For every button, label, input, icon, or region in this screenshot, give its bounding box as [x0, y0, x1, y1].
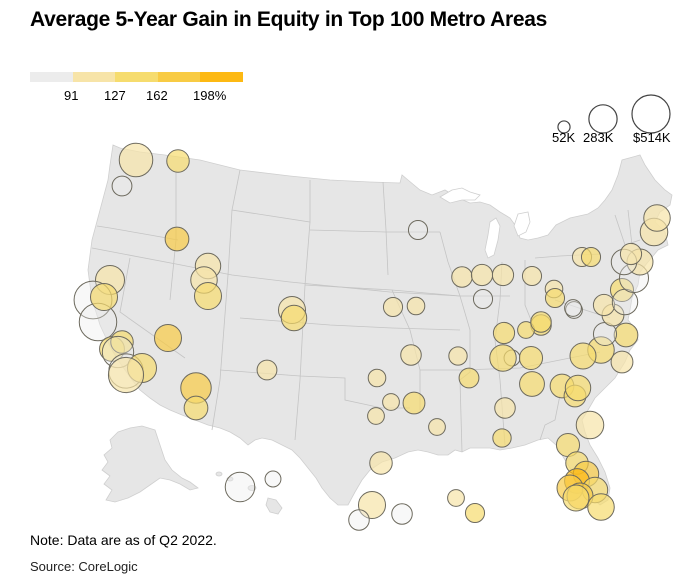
color-legend-label: 198% — [193, 88, 227, 103]
metro-bubble[interactable]: Charleston — [575, 410, 605, 440]
metro-bubble[interactable]: Tucson — [183, 395, 209, 421]
metro-bubble[interactable]: Dallas — [369, 451, 393, 475]
size-legend-circle-large — [631, 94, 671, 134]
metro-bubble[interactable]: Chicago South — [472, 288, 494, 310]
metro-bubble[interactable]: Portland ME — [643, 204, 671, 232]
size-legend-label: 283K — [583, 130, 614, 145]
metro-bubble[interactable]: Madison — [451, 266, 473, 288]
metro-bubble[interactable]: Kansas City — [400, 344, 422, 366]
metro-bubble[interactable]: Toledo — [544, 287, 566, 309]
metro-bubble[interactable]: Indianapolis — [492, 321, 516, 345]
metro-bubble[interactable]: Baton Rouge — [447, 489, 465, 507]
metro-bubble[interactable]: Omaha — [382, 296, 404, 318]
metro-bubble[interactable]: Philadelphia — [611, 288, 639, 316]
color-legend-bar — [30, 72, 243, 82]
chart-source: Source: CoreLogic — [30, 559, 138, 574]
color-legend-segment — [115, 72, 158, 82]
metro-bubble[interactable]: Boise — [164, 226, 190, 252]
lake-michigan — [484, 217, 501, 259]
metro-bubble[interactable]: Albuquerque — [256, 359, 278, 381]
metro-bubble[interactable]: Spokane — [166, 149, 190, 173]
alaska-shape — [101, 425, 199, 503]
chart-note: Note: Data are as of Q2 2022. — [30, 532, 217, 548]
color-legend-segment — [157, 72, 200, 82]
lake-superior — [439, 187, 481, 204]
metro-bubble[interactable]: Atlanta — [519, 371, 545, 397]
hawaii-big-island — [265, 497, 283, 515]
metro-bubble[interactable]: Birmingham — [494, 397, 516, 419]
metro-bubble[interactable]: San Antonio — [348, 509, 370, 531]
color-legend-label: 127 — [104, 88, 126, 103]
metro-bubble[interactable]: Albany — [619, 242, 643, 266]
metro-bubble[interactable]: Charlotte — [564, 374, 592, 402]
size-legend-circle-small — [557, 120, 571, 134]
metro-bubble[interactable]: Pittsburgh — [564, 299, 582, 317]
metro-bubble[interactable]: Seattle — [118, 142, 154, 178]
metro-bubble[interactable]: Oklahoma City — [367, 407, 385, 425]
metro-bubble[interactable]: Chicago — [491, 263, 515, 287]
metro-bubble[interactable]: St. Louis — [448, 346, 468, 366]
metro-bubble[interactable]: Cape Coral — [562, 484, 590, 512]
metro-bubble[interactable]: Las Vegas — [153, 323, 183, 353]
metro-bubble[interactable]: Provo — [193, 281, 223, 311]
metro-bubble[interactable]: Miami — [587, 493, 615, 521]
metro-bubble[interactable]: NW Arkansas — [402, 391, 426, 415]
metro-bubble[interactable]: Portland — [111, 175, 133, 197]
size-legend-circle-medium — [588, 104, 618, 134]
metro-bubble[interactable]: Honolulu — [224, 471, 256, 503]
metro-bubble[interactable]: Tulsa — [382, 393, 400, 411]
hawaii-island — [215, 471, 223, 477]
metro-bubble[interactable]: Stockton — [89, 282, 119, 312]
metro-bubble[interactable]: Greensboro — [569, 342, 597, 370]
metro-bubble[interactable]: Milwaukee — [470, 263, 494, 287]
metro-bubble[interactable]: Des Moines — [406, 296, 426, 316]
color-legend-label: 91 — [64, 88, 79, 103]
chart-title: Average 5-Year Gain in Equity in Top 100… — [30, 8, 547, 31]
metro-bubble[interactable]: Wichita — [367, 368, 387, 388]
metro-bubble[interactable]: Colorado Springs — [280, 304, 308, 332]
metro-bubble[interactable]: Nashville — [489, 344, 517, 372]
metro-bubble[interactable]: Harrisburg — [592, 293, 616, 317]
metro-bubble[interactable]: Cincinnati — [530, 311, 552, 333]
color-legend-segment — [200, 72, 243, 82]
metro-bubble[interactable]: San Diego — [107, 356, 145, 394]
metro-bubble[interactable]: Memphis — [458, 367, 480, 389]
metro-bubble[interactable]: Grand Rapids — [521, 265, 543, 287]
metro-bubble[interactable]: Pensacola — [492, 428, 512, 448]
metro-bubble[interactable]: Rochester — [580, 246, 602, 268]
metro-bubble[interactable]: Knoxville — [518, 345, 544, 371]
map-land — [87, 144, 673, 515]
lake-huron — [513, 211, 531, 237]
color-legend-label: 162 — [146, 88, 168, 103]
size-legend — [557, 94, 671, 134]
metro-bubble[interactable]: Houston — [391, 503, 413, 525]
metro-bubble[interactable]: El Paso — [264, 470, 282, 488]
color-legend-segment — [30, 72, 73, 82]
size-legend-label: 52K — [552, 130, 576, 145]
size-legend-label: $514K — [633, 130, 671, 145]
metro-bubble[interactable]: Virginia Beach — [610, 350, 634, 374]
metro-bubble[interactable]: Richmond — [613, 322, 639, 348]
metro-bubble[interactable]: Little Rock — [428, 418, 446, 436]
metro-bubble[interactable]: Minneapolis — [407, 219, 429, 241]
metro-bubble[interactable]: New Orleans — [464, 502, 486, 524]
hawaii-island — [247, 485, 257, 491]
bubble-layer: SeattleSpokanePortlandBoiseSacramentoSan… — [73, 142, 671, 531]
color-legend-segment — [72, 72, 115, 82]
